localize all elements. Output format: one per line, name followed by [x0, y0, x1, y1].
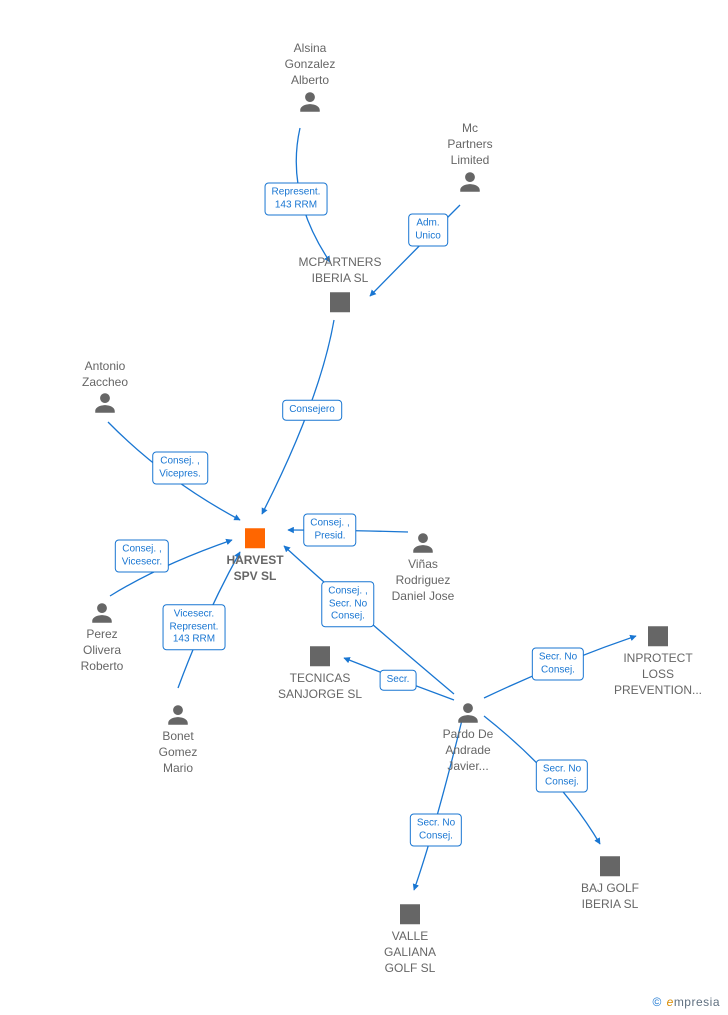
edge-label-pardo-valle: Secr. No Consej. — [410, 814, 462, 847]
edge-label-mcpiberia-harvest: Consejero — [282, 400, 342, 421]
edge-label-mcpartners-mcpiberia: Adm. Unico — [408, 214, 448, 247]
building-icon — [305, 640, 335, 670]
person-icon — [92, 390, 118, 416]
node-bonet[interactable]: Bonet Gomez Mario — [118, 702, 238, 777]
node-pardo[interactable]: Pardo De Andrade Javier... — [408, 700, 528, 775]
node-label: BAJ GOLF IBERIA SL — [550, 880, 670, 912]
building-icon — [643, 620, 673, 650]
node-inprotect[interactable]: INPROTECT LOSS PREVENTION... — [598, 620, 718, 699]
node-label: INPROTECT LOSS PREVENTION... — [598, 650, 718, 699]
edge-label-pardo-inprotect: Secr. No Consej. — [532, 648, 584, 681]
person-icon — [89, 600, 115, 626]
node-label: TECNICAS SANJORGE SL — [260, 670, 380, 702]
edge-label-perez-harvest: Consej. , Vicesecr. — [115, 540, 169, 573]
node-tecnicas[interactable]: TECNICAS SANJORGE SL — [260, 640, 380, 702]
node-label: Pardo De Andrade Javier... — [408, 726, 528, 775]
node-label: VALLE GALIANA GOLF SL — [350, 928, 470, 977]
node-bajgolf[interactable]: BAJ GOLF IBERIA SL — [550, 850, 670, 912]
edge-label-zaccheo-harvest: Consej. , Vicepres. — [152, 452, 208, 485]
node-zaccheo[interactable]: Antonio Zaccheo — [45, 358, 165, 416]
node-label: Bonet Gomez Mario — [118, 728, 238, 777]
person-icon — [455, 700, 481, 726]
brand-name: empresia — [667, 995, 720, 1009]
node-label: Alsina Gonzalez Alberto — [250, 40, 370, 89]
node-label: Viñas Rodriguez Daniel Jose — [363, 556, 483, 605]
node-alsina[interactable]: Alsina Gonzalez Alberto — [250, 40, 370, 115]
copyright-symbol: © — [652, 995, 661, 1009]
building-icon — [240, 522, 270, 552]
person-icon — [410, 530, 436, 556]
node-harvest[interactable]: HARVEST SPV SL — [195, 522, 315, 584]
node-label: Mc Partners Limited — [410, 120, 530, 169]
node-perez[interactable]: Perez Olivera Roberto — [42, 600, 162, 675]
building-icon — [325, 286, 355, 316]
node-label: MCPARTNERS IBERIA SL — [280, 254, 400, 286]
edge-label-alsina-mcpiberia: Represent. 143 RRM — [265, 183, 328, 216]
node-label: Antonio Zaccheo — [45, 358, 165, 390]
person-icon — [165, 702, 191, 728]
footer-credit: © empresia — [652, 995, 720, 1009]
node-vinas[interactable]: Viñas Rodriguez Daniel Jose — [363, 530, 483, 605]
diagram-stage: Represent. 143 RRM Adm. Unico Consejero Con… — [0, 0, 728, 1015]
edge-label-pardo-tecnicas: Secr. — [380, 670, 417, 691]
building-icon — [395, 898, 425, 928]
edge-label-bonet-harvest: Vicesecr. Represent. 143 RRM — [163, 604, 226, 650]
building-icon — [595, 850, 625, 880]
node-valle[interactable]: VALLE GALIANA GOLF SL — [350, 898, 470, 977]
person-icon — [297, 89, 323, 115]
node-label: HARVEST SPV SL — [195, 552, 315, 584]
node-mcpartners[interactable]: Mc Partners Limited — [410, 120, 530, 195]
edge-label-pardo-bajgolf: Secr. No Consej. — [536, 760, 588, 793]
node-mcpiberia[interactable]: MCPARTNERS IBERIA SL — [280, 254, 400, 316]
person-icon — [457, 169, 483, 195]
node-label: Perez Olivera Roberto — [42, 626, 162, 675]
